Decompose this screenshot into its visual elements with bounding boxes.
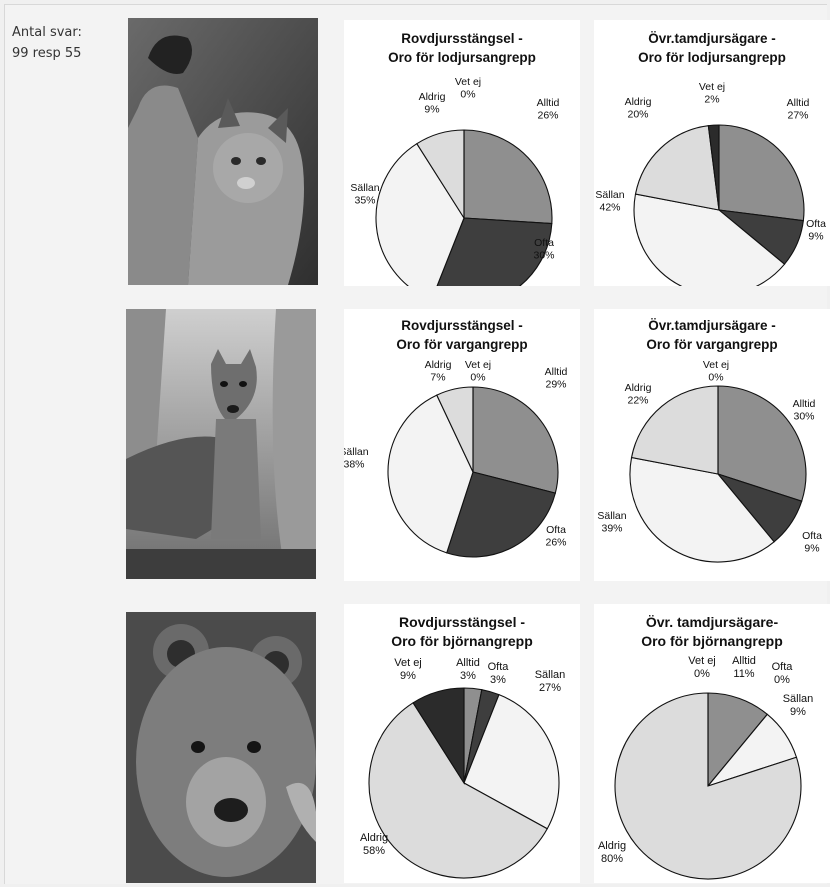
slice-label-alltid: Alltid 29% [545, 366, 568, 391]
chart-title-line-1: Övr.tamdjursägare - [648, 31, 776, 46]
slice-label-ofta: Ofta 0% [772, 661, 794, 686]
slice-label-alltid: Alltid 27% [787, 97, 810, 122]
pie-slice-aldrig [368, 702, 548, 879]
slice-label-aldrig: Aldrig 9% [419, 91, 446, 116]
pie-chart-wolf-fence: Rovdjursstängsel - Oro för vargangrepp All… [344, 318, 568, 558]
pie-panel-lynx-other: Övr.tamdjursägare - Oro för lodjursangrep… [594, 20, 830, 286]
chart-title-line-2: Oro för lodjursangrepp [638, 50, 786, 65]
pie-slice-alltid [472, 386, 559, 494]
pie-panel-lynx-fence: Rovdjursstängsel - Oro för lodjursangrepp… [344, 20, 580, 286]
slice-label-vet-ej: Vet ej 0% [703, 359, 729, 384]
slice-label-alltid: Alltid 26% [537, 97, 560, 122]
slice-label-alltid: Alltid 3% [456, 657, 480, 682]
response-count-values: 99 resp 55 [12, 46, 82, 61]
slice-label-vet-ej: Vet ej 0% [465, 359, 491, 384]
slice-label-sallan: Sällan38% [344, 446, 369, 471]
slice-label-vet-ej: Vet ej 0% [455, 76, 481, 101]
chart-title-line-1: Rovdjursstängsel - [401, 318, 523, 333]
slice-label-aldrig: Aldrig 58% [360, 832, 388, 857]
response-count-note: Antal svar: 99 resp 55 [12, 22, 112, 64]
slice-label-vet-ej: Vet ej 9% [394, 657, 422, 682]
slice-label-sallan: Sällan 27% [535, 669, 566, 694]
pie-slice-sallan [387, 394, 474, 554]
pie-chart-wolf-other: Övr.tamdjursägare - Oro för vargangrepp Al… [597, 318, 822, 563]
chart-title-line-2: Oro för lodjursangrepp [388, 50, 536, 65]
slice-label-sallan: Sällan 35% [350, 182, 379, 207]
pie-slice-alltid [463, 129, 553, 225]
pie-chart-bear-fence: Rovdjursstängsel - Oro för björnangrepp Al… [360, 614, 566, 879]
pie-panel-wolf-fence: Rovdjursstängsel - Oro för vargangrepp All… [344, 309, 580, 581]
chart-title-line-2: Oro för vargangrepp [396, 337, 527, 352]
chart-title-line-1: Rovdjursstängsel - [401, 31, 523, 46]
slice-label-vet-ej: Vet ej 0% [688, 655, 716, 680]
slice-label-aldrig: Aldrig 80% [598, 840, 626, 865]
pie-panel-wolf-other: Övr.tamdjursägare - Oro för vargangrepp Al… [594, 309, 830, 581]
response-count-label: Antal svar: [12, 25, 82, 40]
slice-label-sallan: Sällan 39% [597, 510, 626, 535]
slice-label-aldrig: Aldrig 20% [625, 96, 652, 121]
chart-title-line-2: Oro för vargangrepp [646, 337, 777, 352]
pie-panel-bear-fence: Rovdjursstängsel - Oro för björnangrepp Al… [344, 604, 580, 883]
pie-slice-vet-ej [412, 687, 465, 785]
slice-label-vet-ej: Vet ej 2% [699, 81, 725, 106]
chart-title-line-1: Övr. tamdjursägare- [646, 614, 779, 630]
pie-slice-sallan [633, 193, 786, 286]
pie-panel-bear-other: Övr. tamdjursägare- Oro för björnangrepp A… [594, 604, 830, 883]
lynx-photo [128, 18, 318, 285]
slice-label-alltid: Alltid 11% [732, 655, 756, 680]
chart-title-line-1: Övr.tamdjursägare - [648, 318, 776, 333]
pie-slice-ofta [446, 471, 556, 558]
chart-title-line-2: Oro för björnangrepp [391, 633, 533, 649]
pie-slice-alltid [717, 385, 807, 502]
slice-label-aldrig: Aldrig 7% [425, 359, 452, 384]
pie-slice-aldrig [634, 125, 720, 211]
pie-chart-lynx-other: Övr.tamdjursägare - Oro för lodjursangrep… [595, 31, 826, 286]
pie-slice-sallan [629, 456, 775, 563]
slice-label-ofta: Ofta 9% [806, 218, 826, 243]
pie-slice-sallan [375, 142, 465, 286]
pie-chart-bear-other: Övr. tamdjursägare- Oro för björnangrepp A… [598, 614, 814, 880]
slice-label-sallan: Sällan 9% [783, 693, 814, 718]
slice-label-ofta: Ofta 3% [488, 661, 510, 686]
pie-slice-ofta [436, 217, 553, 286]
pie-slice-sallan [463, 693, 560, 830]
slice-label-aldrig: Aldrig 22% [625, 382, 652, 407]
pie-slice-alltid [718, 124, 805, 222]
pie-slice-vet-ej [707, 124, 720, 211]
wolf-photo [126, 309, 316, 579]
chart-title-line-1: Rovdjursstängsel - [399, 614, 525, 630]
slice-label-ofta: Ofta 26% [545, 524, 566, 549]
chart-title-line-2: Oro för björnangrepp [641, 633, 783, 649]
pie-slice-aldrig [630, 385, 719, 475]
slice-label-sallan: Sällan 42% [595, 189, 624, 214]
pie-chart-lynx-fence: Rovdjursstängsel - Oro för lodjursangrepp… [350, 31, 560, 286]
slice-label-ofta: Ofta 9% [802, 530, 822, 555]
bear-photo [126, 612, 316, 883]
slice-label-ofta: Ofta 30% [533, 237, 554, 262]
slice-label-alltid: Alltid 30% [793, 398, 816, 423]
